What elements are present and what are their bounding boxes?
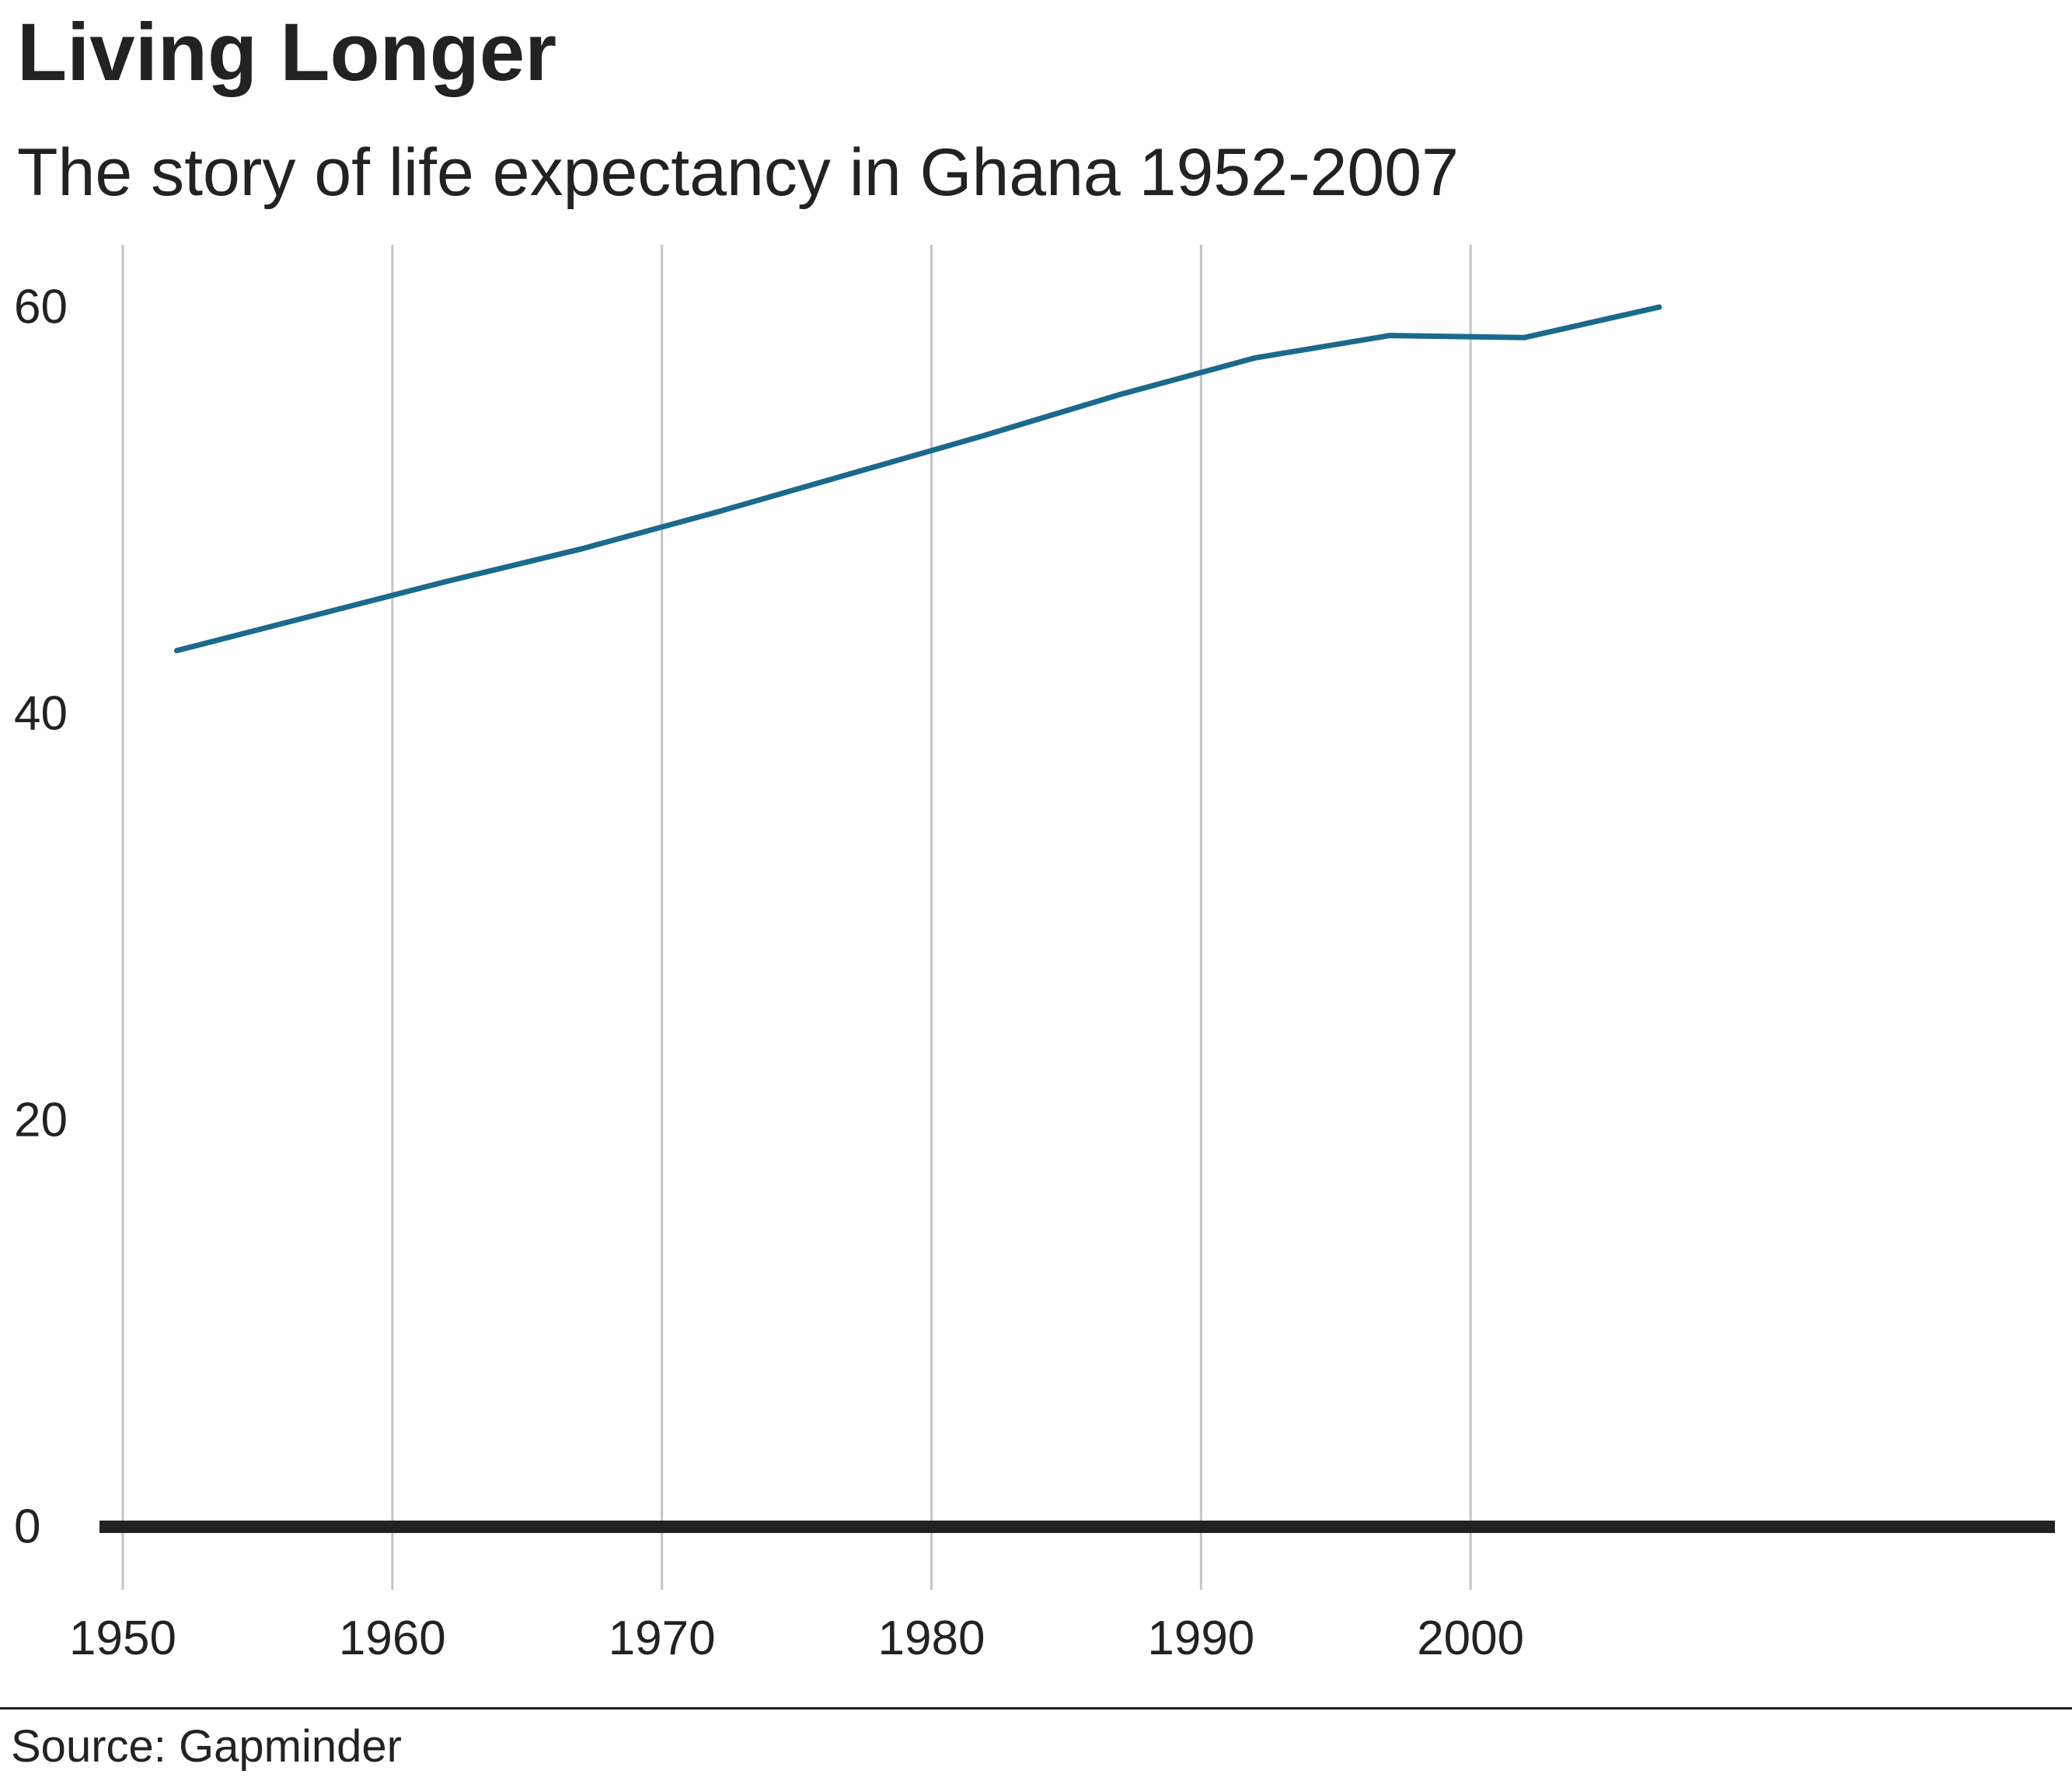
y-tick-label-0: 0	[14, 1500, 40, 1554]
chart-title: Living Longer	[17, 7, 557, 98]
data-point-1952	[173, 648, 180, 654]
series-layer	[173, 304, 1662, 654]
x-axis: 1950 1960 1970 1980 1990 2000	[69, 1612, 1524, 1665]
x-tick-label-1950: 1950	[69, 1612, 176, 1665]
x-tick-label-1980: 1980	[878, 1612, 985, 1665]
data-point-1982	[982, 432, 989, 438]
data-point-1997	[1387, 333, 1393, 339]
data-point-1957	[309, 613, 315, 619]
y-tick-label-60: 60	[14, 281, 68, 334]
x-tick-label-1990: 1990	[1147, 1612, 1254, 1665]
data-point-2002	[1522, 334, 1528, 340]
series-line-0	[176, 304, 1660, 654]
x-tick-label-2000: 2000	[1417, 1612, 1524, 1665]
data-point-1987	[1117, 391, 1123, 397]
y-axis: 0 20 40 60	[14, 281, 68, 1554]
source-note: Source: Gapminder	[11, 1721, 402, 1772]
gridlines	[121, 245, 1472, 1590]
y-tick-label-40: 40	[14, 687, 68, 741]
data-point-1967	[578, 546, 584, 552]
x-tick-label-1970: 1970	[609, 1612, 716, 1665]
x-tick-label-1960: 1960	[339, 1612, 446, 1665]
data-point-2007	[1656, 304, 1662, 310]
data-point-1972	[713, 509, 719, 515]
chart-subtitle: The story of life expectancy in Ghana 19…	[17, 135, 1459, 210]
data-point-1962	[443, 578, 449, 585]
source-divider	[0, 1707, 2072, 1709]
y-tick-label-20: 20	[14, 1094, 68, 1147]
data-point-1977	[847, 470, 853, 477]
data-point-1992	[1252, 354, 1258, 361]
